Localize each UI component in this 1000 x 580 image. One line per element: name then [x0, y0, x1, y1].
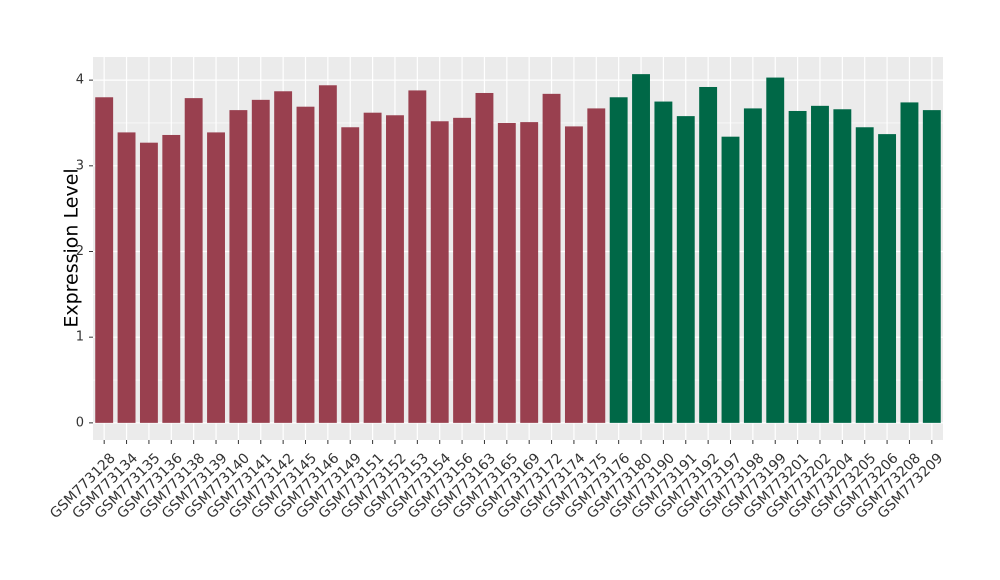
bar — [408, 90, 427, 423]
bar — [654, 101, 673, 423]
y-tick-label: 0 — [76, 415, 84, 430]
bar — [766, 77, 785, 423]
bar — [587, 108, 606, 423]
bar — [833, 109, 852, 423]
bar — [430, 121, 449, 423]
bar — [564, 126, 583, 423]
bar — [878, 134, 897, 423]
bar — [788, 110, 807, 423]
bar — [609, 97, 628, 423]
bar — [274, 91, 293, 423]
bar — [117, 132, 136, 423]
y-tick-label: 1 — [76, 330, 84, 345]
bar — [922, 110, 941, 423]
y-axis-label: Expression Level — [61, 168, 83, 327]
bar — [95, 97, 114, 423]
bar — [475, 92, 494, 423]
bar — [497, 122, 516, 423]
y-tick-label: 3 — [76, 158, 84, 173]
bar — [184, 98, 203, 423]
bar — [520, 122, 539, 423]
bar — [542, 93, 561, 423]
bar — [386, 115, 404, 423]
bar — [363, 112, 382, 423]
bar — [743, 108, 762, 423]
bar — [162, 134, 181, 423]
y-tick-label: 4 — [76, 73, 84, 88]
bar — [699, 86, 718, 423]
bar — [900, 102, 919, 423]
y-tick-label: 2 — [76, 244, 84, 259]
bar — [229, 110, 248, 423]
bar — [855, 127, 874, 423]
bar — [676, 116, 695, 423]
bar — [453, 117, 472, 423]
bar — [341, 127, 360, 423]
bar — [296, 106, 315, 423]
bar — [721, 136, 740, 423]
bar — [207, 132, 225, 423]
bar — [811, 105, 829, 423]
bar — [632, 74, 650, 423]
bar — [139, 142, 158, 423]
bar — [318, 85, 337, 423]
bar — [251, 99, 270, 423]
